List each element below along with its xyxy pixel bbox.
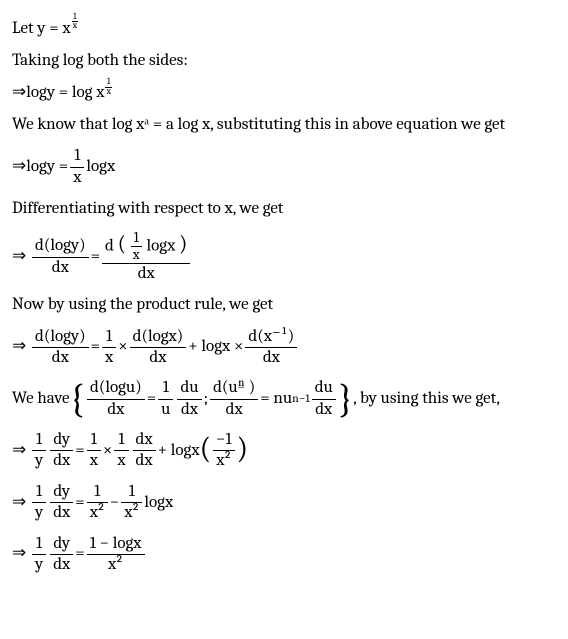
exp-3: 1x — [105, 78, 112, 96]
arrow-5: ⇒ — [12, 156, 26, 178]
arrow-13: ⇒ — [12, 543, 26, 565]
l5-b: logx — [86, 156, 115, 178]
l9-lhs: d(logy)dx — [32, 327, 89, 369]
l7-eq: = — [91, 246, 100, 268]
line-1: Let y = x1x — [12, 18, 556, 40]
line-5: ⇒ logy = 1x logx — [12, 146, 556, 188]
line-3: ⇒ logy = log x1x — [12, 82, 556, 104]
l7-rhs-num: d ( 1x logx ) — [102, 230, 190, 264]
line-13: ⇒ 1y dydx = 1 − logxx² — [12, 534, 556, 576]
line-1-text: Let y = x — [12, 19, 71, 38]
frac-5: 1x — [70, 146, 84, 188]
l7-lhs: d(logy)dx — [32, 236, 89, 278]
l7-rhs: d ( 1x logx ) dx — [102, 230, 190, 284]
l7-inner: 1x — [131, 230, 142, 263]
line-3-text: logy = log x — [26, 82, 104, 104]
line-12: ⇒ 1y dydx = 1x² − 1x² logx — [12, 482, 556, 524]
line-4: We know that log xᵃ = a log x, substitut… — [12, 114, 556, 136]
line-9: ⇒ d(logy)dx = 1x × d(logx)dx + logx × d(… — [12, 327, 556, 369]
arrow-9: ⇒ — [12, 336, 26, 358]
exp-1: 1x — [72, 13, 79, 31]
line-8: Now by using the product rule, we get — [12, 294, 556, 316]
rbrace: } — [338, 379, 353, 419]
arrow-7: ⇒ — [12, 246, 26, 268]
arrow-11: ⇒ — [12, 440, 26, 462]
arrow-3: ⇒ — [12, 82, 26, 104]
l5-a: logy = — [26, 156, 68, 178]
l10-b: , by using this we get, — [353, 388, 500, 410]
line-7: ⇒ d(logy)dx = d ( 1x logx ) dx — [12, 230, 556, 284]
line-2: Taking log both the sides: — [12, 50, 556, 72]
lbrace: { — [70, 379, 85, 419]
line-11: ⇒ 1y dydx = 1x × 1x dxdx + logx ( −1x² ) — [12, 430, 556, 472]
arrow-12: ⇒ — [12, 492, 26, 514]
line-10: We have { d(logu)dx = 1u dudx ; d(uⁿ )dx… — [12, 378, 556, 420]
line-6: Differentiating with respect to x, we ge… — [12, 198, 556, 220]
l10-a: We have — [12, 388, 70, 410]
